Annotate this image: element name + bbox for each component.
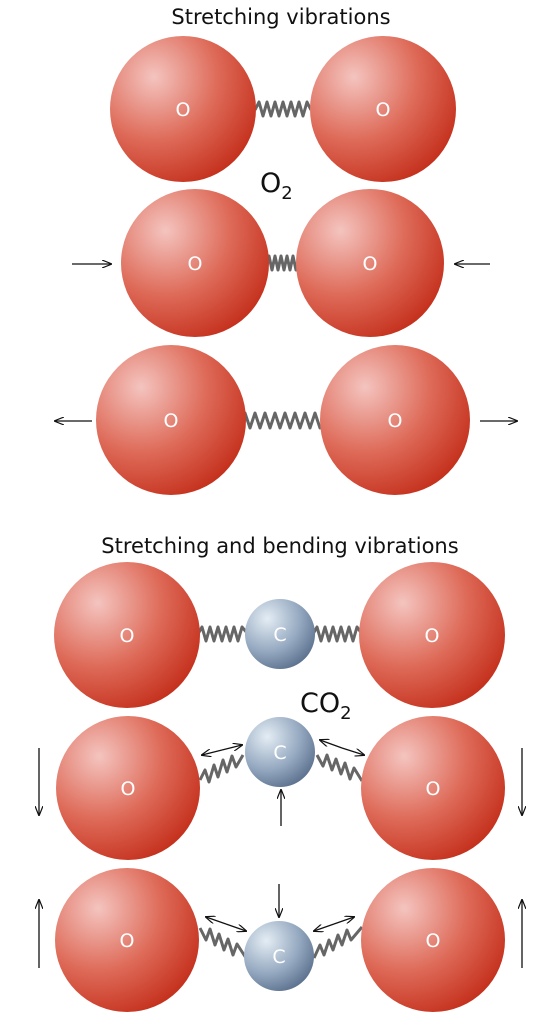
o2-molecule-label: O2	[260, 168, 293, 204]
oxygen-atom	[296, 189, 444, 337]
oxygen-atom	[55, 868, 199, 1012]
oxygen-atom	[320, 345, 470, 495]
bond-spring	[264, 254, 301, 272]
bond-spring	[198, 754, 245, 784]
o2-heading: Stretching vibrations	[171, 5, 390, 29]
oxygen-label: O	[426, 930, 441, 952]
oxygen-label: O	[164, 410, 179, 432]
double-arrow	[202, 750, 223, 755]
co2-section: Stretching and bending vibrations O C O …	[39, 534, 522, 1012]
oxygen-atom	[121, 189, 269, 337]
oxygen-atom	[96, 345, 246, 495]
bond-spring	[315, 753, 364, 782]
oxygen-label: O	[188, 253, 203, 275]
oxygen-atom	[361, 868, 505, 1012]
double-arrow	[221, 745, 242, 750]
molecule-symbol: O	[260, 168, 281, 199]
oxygen-label: O	[176, 99, 191, 121]
co2-row-bend-up: O C O	[39, 716, 522, 860]
carbon-atom	[245, 599, 315, 669]
co2-heading: Stretching and bending vibrations	[101, 534, 458, 558]
molecule-subscript: 2	[281, 183, 292, 204]
oxygen-atom	[310, 36, 456, 182]
oxygen-label: O	[426, 778, 441, 800]
double-arrow	[206, 917, 227, 925]
carbon-atom	[245, 717, 315, 787]
oxygen-label: O	[376, 99, 391, 121]
bond-spring	[312, 926, 364, 959]
molecule-symbol: CO	[300, 688, 340, 719]
oxygen-label: O	[120, 625, 135, 647]
co2-row-bend-down: O C O	[39, 868, 522, 1012]
o2-row-extension: O O	[55, 345, 517, 495]
double-arrow	[333, 917, 354, 925]
oxygen-atom	[56, 716, 200, 860]
carbon-atom	[244, 921, 314, 991]
bond-spring	[196, 625, 250, 643]
double-arrow	[320, 740, 343, 749]
bond-spring	[198, 927, 248, 959]
co2-row-equilibrium: O C O	[54, 562, 505, 708]
double-arrow	[341, 747, 364, 755]
oxygen-atom	[359, 562, 505, 708]
bond-spring	[311, 625, 364, 643]
double-arrow	[314, 923, 335, 931]
bond-spring	[238, 411, 328, 430]
o2-row-equilibrium: O O	[110, 36, 456, 182]
oxygen-label: O	[363, 253, 378, 275]
oxygen-label: O	[388, 410, 403, 432]
carbon-label: C	[273, 624, 286, 646]
oxygen-label: O	[121, 778, 136, 800]
oxygen-atom	[54, 562, 200, 708]
o2-section: Stretching vibrations O O O2 O O	[55, 5, 517, 495]
oxygen-label: O	[425, 625, 440, 647]
carbon-label: C	[272, 946, 285, 968]
oxygen-atom	[361, 716, 505, 860]
oxygen-label: O	[120, 930, 135, 952]
o2-row-compression: O O	[72, 189, 490, 337]
double-arrow	[225, 923, 246, 931]
carbon-label: C	[273, 742, 286, 764]
oxygen-atom	[110, 36, 256, 182]
co2-molecule-label: CO2	[300, 688, 352, 724]
molecule-subscript: 2	[340, 703, 351, 724]
bond-spring	[253, 100, 313, 118]
